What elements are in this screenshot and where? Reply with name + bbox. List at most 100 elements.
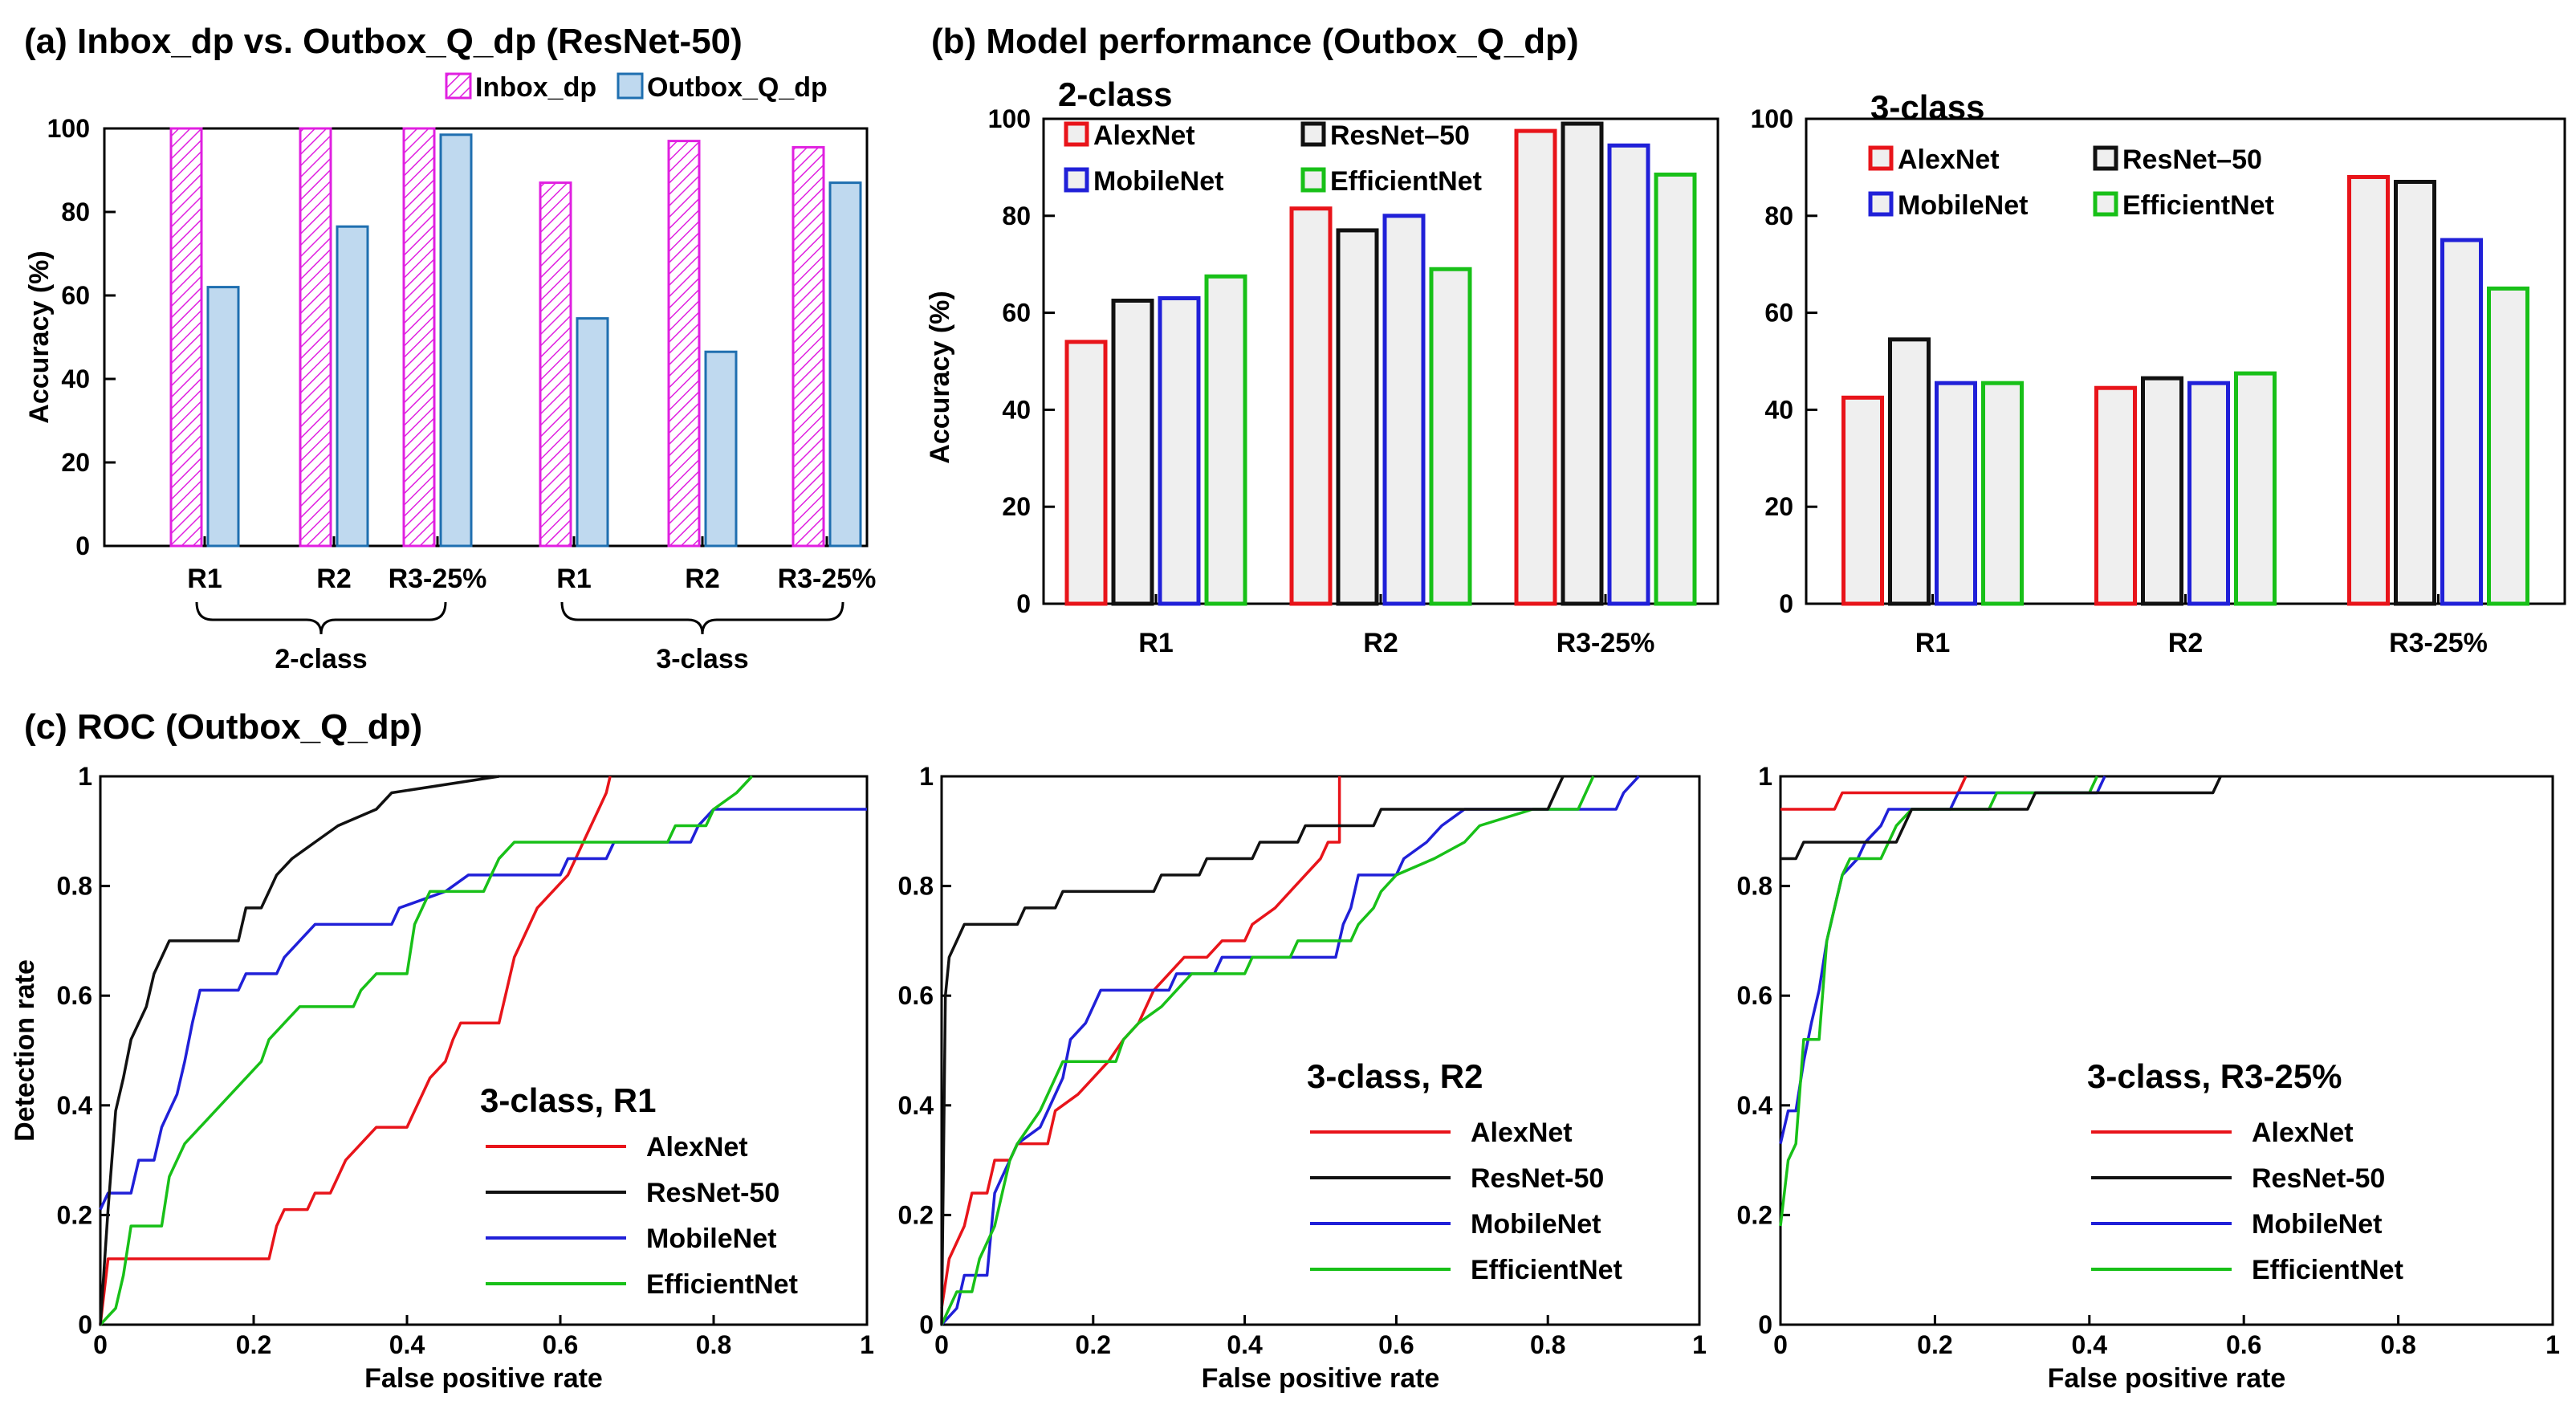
legend-label-3: EfficientNet — [2122, 190, 2274, 221]
y-tick-label-4: 0.8 — [1737, 872, 1772, 901]
x-category-label-5: R3-25% — [778, 564, 877, 594]
x-tick-label-5: 1 — [1692, 1330, 1707, 1359]
x-tick-label-5: 1 — [860, 1330, 874, 1359]
legend-label-0: AlexNet — [1898, 145, 2000, 175]
y-tick-label-5: 1 — [919, 762, 934, 791]
roc-line-0 — [1780, 776, 1968, 811]
x-category-label-4: R2 — [685, 564, 719, 594]
legend-swatch-1 — [1300, 121, 1326, 147]
legend-swatch-2 — [1868, 191, 1894, 217]
y-tick-label-1: 20 — [61, 448, 90, 477]
bar-3-2 — [1654, 172, 1697, 606]
legend-label-3: EfficientNet — [1330, 166, 1482, 197]
y-tick-label-3: 0.6 — [1737, 981, 1772, 1010]
y-tick-label-1: 0.2 — [1737, 1200, 1772, 1229]
y-tick-label-3: 0.6 — [898, 981, 934, 1010]
bar-outbox-4 — [704, 350, 738, 548]
plot-frame — [940, 775, 1701, 1326]
x-tick-label-2: 0.4 — [1227, 1330, 1263, 1359]
y-tick-label-5: 100 — [1751, 104, 1793, 133]
chart-b-2class: 0 20 40 60 80 100 Accuracy (%) R1 R2 R3-25% 2-clas… — [925, 75, 1719, 658]
panel-a-title: (a) Inbox_dp vs. Outbox_Q_dp (ResNet-50) — [24, 22, 743, 61]
y-tick-label-2: 40 — [61, 364, 90, 393]
legend-label-1: ResNet-50 — [646, 1178, 779, 1208]
legend-swatch-0 — [1064, 121, 1089, 147]
y-tick-label-2: 0.4 — [898, 1091, 934, 1120]
legend-label-2: MobileNet — [1898, 190, 2028, 221]
bar-1-1 — [2141, 376, 2183, 606]
bar-3-1 — [1429, 267, 1472, 606]
x-category-label-1: R2 — [2168, 628, 2203, 658]
bar-inbox-1 — [299, 127, 332, 548]
x-category-label-2: R3-25% — [2389, 628, 2488, 658]
bar-1-0 — [1888, 337, 1931, 606]
x-category-label-1: R2 — [316, 564, 351, 594]
legend-label-3: EfficientNet — [2252, 1255, 2403, 1285]
y-tick-label-3: 60 — [1002, 299, 1031, 328]
roc-line-2 — [1779, 776, 2106, 1144]
bar-0-2 — [1514, 128, 1557, 606]
x-tick-label-0: 0 — [934, 1330, 949, 1359]
legend-label-1: ResNet-50 — [1471, 1163, 1604, 1194]
y-tick-label-1: 0.2 — [57, 1200, 92, 1229]
x-axis-label: False positive rate — [364, 1363, 603, 1394]
legend-swatch-outbox — [617, 72, 644, 100]
roc-line-3 — [940, 776, 1595, 1325]
y-tick-label-5: 100 — [47, 114, 90, 143]
roc-line-0 — [940, 776, 1341, 1309]
legend-label-2: MobileNet — [1471, 1209, 1601, 1240]
bar-3-0 — [1981, 381, 2024, 606]
legend-label-2: MobileNet — [646, 1224, 776, 1254]
bar-1-2 — [2394, 180, 2436, 606]
x-tick-label-2: 0.4 — [389, 1330, 425, 1359]
chart-subtitle: 2-class — [1058, 75, 1172, 113]
bar-2-0 — [1158, 295, 1201, 606]
x-tick-label-5: 1 — [2545, 1330, 2560, 1359]
bar-outbox-3 — [576, 317, 609, 548]
x-tick-label-3: 0.6 — [543, 1330, 578, 1359]
group-bracket-0 — [195, 601, 447, 635]
y-tick-label-5: 1 — [1758, 762, 1772, 791]
roc-line-3 — [99, 775, 754, 1326]
y-tick-label-4: 80 — [1002, 202, 1031, 230]
legend-title: 3-class, R2 — [1307, 1057, 1483, 1095]
y-tick-label-3: 0.6 — [57, 981, 92, 1010]
legend-swatch-3 — [2093, 191, 2118, 217]
y-tick-label-2: 0.4 — [1737, 1091, 1773, 1120]
roc-line-3 — [1779, 776, 2098, 1227]
x-tick-label-4: 0.8 — [696, 1330, 731, 1359]
y-tick-label-4: 0.8 — [57, 872, 92, 901]
bar-0-1 — [1289, 206, 1333, 606]
bar-inbox-3 — [539, 181, 572, 548]
x-tick-label-0: 0 — [93, 1330, 108, 1359]
legend-label-2: MobileNet — [1093, 166, 1223, 197]
bar-0-0 — [1841, 395, 1884, 606]
y-tick-label-4: 80 — [61, 197, 90, 226]
y-tick-label-3: 60 — [61, 281, 90, 310]
bar-2-1 — [1382, 214, 1426, 606]
x-category-label-2: R3-25% — [389, 564, 487, 594]
legend-swatch-3 — [1300, 167, 1326, 193]
x-tick-label-0: 0 — [1773, 1330, 1788, 1359]
legend-label-inbox: Inbox_dp — [475, 72, 596, 103]
y-tick-label-0: 0 — [1779, 589, 1793, 618]
plot-frame — [1779, 775, 2554, 1326]
chart-c-roc-r2: 0 0.2 0.4 0.6 0.8 1 0 0.2 0.4 0.6 0.8 1 False positi… — [898, 762, 1707, 1394]
bar-inbox-5 — [792, 145, 825, 548]
legend-label-1: ResNet–50 — [2122, 145, 2262, 175]
group-label-1: 3-class — [656, 644, 748, 674]
y-tick-label-0: 0 — [78, 1310, 92, 1339]
x-category-label-0: R1 — [1138, 628, 1173, 658]
x-tick-label-4: 0.8 — [1530, 1330, 1565, 1359]
legend-label-0: AlexNet — [1471, 1118, 1573, 1148]
bar-0-1 — [2094, 385, 2137, 606]
legend-label-2: MobileNet — [2252, 1209, 2382, 1240]
bar-2-2 — [1607, 143, 1650, 606]
x-category-label-2: R3-25% — [1557, 628, 1655, 658]
chart-c-roc-r3: 0 0.2 0.4 0.6 0.8 1 0 0.2 0.4 0.6 0.8 1 False positi… — [1737, 762, 2560, 1394]
x-category-label-3: R1 — [556, 564, 591, 594]
bar-outbox-2 — [439, 133, 473, 548]
chart-b-3class: 0 20 40 60 80 100 R1 R2 R3-25% 3-class AlexNet ResN… — [1751, 88, 2566, 658]
bar-outbox-1 — [336, 225, 369, 548]
